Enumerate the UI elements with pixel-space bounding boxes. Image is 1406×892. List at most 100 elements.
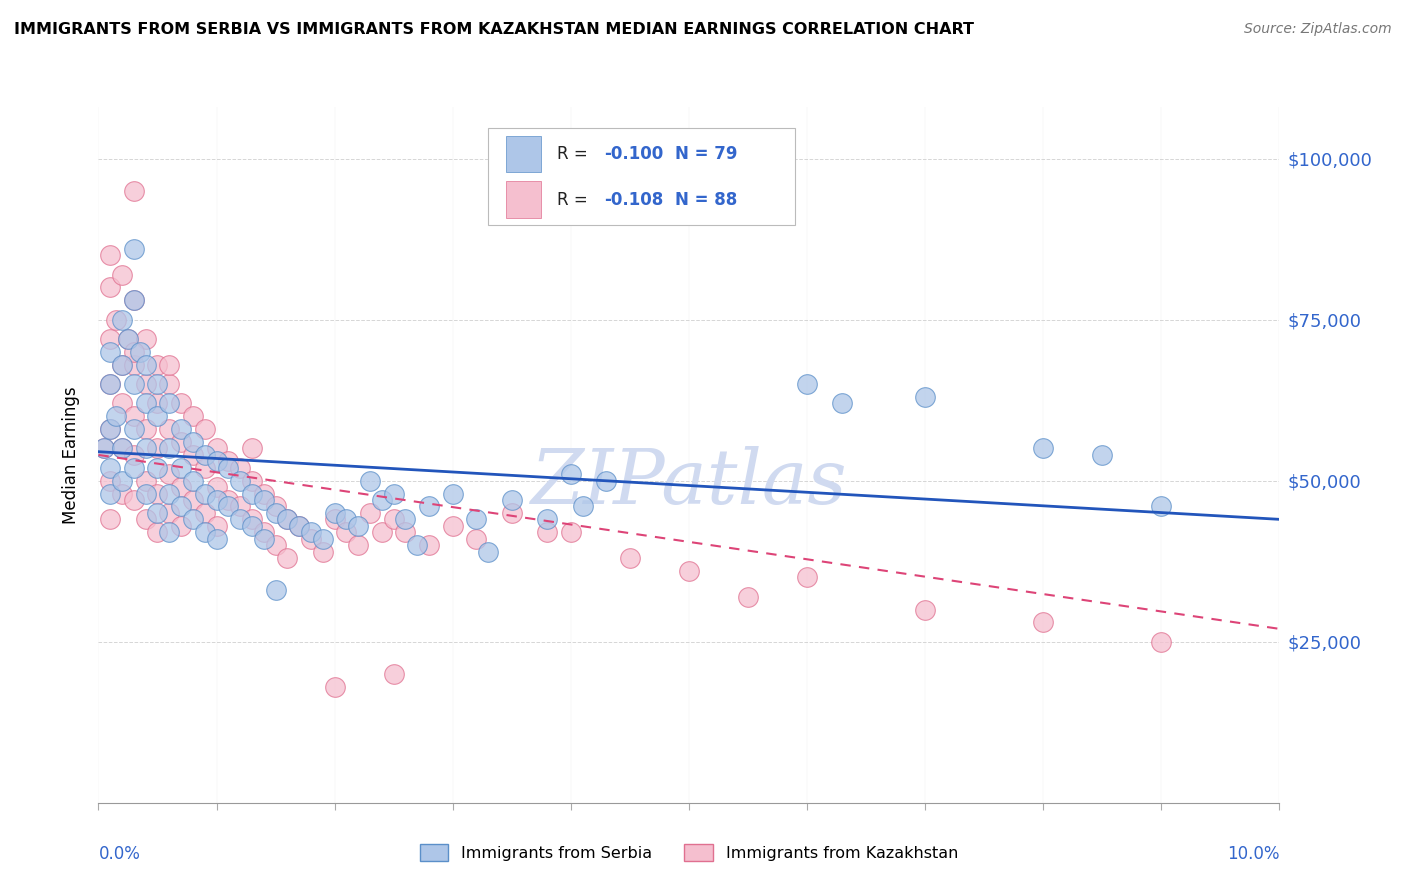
Point: [217, 493, 239, 508]
Point: [111, 268, 134, 282]
Point: [98, 512, 121, 526]
Point: [477, 544, 499, 558]
Point: [111, 358, 134, 372]
Point: [264, 538, 287, 552]
Point: [371, 525, 394, 540]
Point: [111, 486, 134, 500]
Point: [276, 512, 298, 526]
Point: [135, 486, 157, 500]
Point: [146, 358, 169, 372]
Point: [181, 512, 204, 526]
Point: [217, 460, 239, 475]
Point: [229, 512, 252, 526]
Point: [122, 293, 145, 308]
Point: [146, 442, 169, 456]
Point: [111, 442, 134, 456]
Legend: Immigrants from Serbia, Immigrants from Kazakhstan: Immigrants from Serbia, Immigrants from …: [419, 845, 959, 861]
Point: [194, 506, 217, 520]
Point: [111, 396, 134, 410]
Point: [122, 358, 145, 372]
Point: [146, 525, 169, 540]
Point: [205, 518, 228, 533]
Point: [323, 506, 346, 520]
Point: [737, 590, 759, 604]
Point: [111, 358, 134, 372]
Point: [135, 474, 157, 488]
Point: [914, 602, 936, 616]
Point: [323, 680, 346, 694]
Point: [1032, 615, 1054, 630]
Bar: [506, 136, 541, 172]
Point: [170, 435, 193, 450]
Point: [157, 486, 180, 500]
Point: [1150, 634, 1173, 648]
Point: [371, 493, 394, 508]
Point: [170, 518, 193, 533]
Point: [98, 486, 121, 500]
Point: [170, 480, 193, 494]
Point: [170, 500, 193, 514]
Point: [181, 474, 204, 488]
Point: [117, 332, 139, 346]
Point: [93, 442, 115, 456]
Point: [146, 377, 169, 392]
Point: [240, 442, 263, 456]
Point: [122, 293, 145, 308]
Point: [194, 422, 217, 436]
Point: [394, 512, 416, 526]
Point: [194, 460, 217, 475]
Text: Source: ZipAtlas.com: Source: ZipAtlas.com: [1244, 22, 1392, 37]
Point: [501, 493, 523, 508]
Point: [560, 525, 582, 540]
Point: [571, 500, 593, 514]
Y-axis label: Median Earnings: Median Earnings: [62, 386, 80, 524]
Text: ZIPatlas: ZIPatlas: [530, 446, 848, 520]
Point: [157, 377, 180, 392]
Point: [312, 544, 335, 558]
Point: [253, 525, 276, 540]
Point: [98, 344, 121, 359]
Point: [229, 474, 252, 488]
Point: [122, 344, 145, 359]
Point: [122, 377, 145, 392]
Point: [205, 493, 228, 508]
Point: [205, 442, 228, 456]
Point: [299, 525, 322, 540]
Point: [135, 396, 157, 410]
Point: [678, 564, 700, 578]
Point: [181, 409, 204, 424]
Point: [98, 248, 121, 262]
Text: R =: R =: [557, 191, 593, 209]
Point: [205, 480, 228, 494]
Point: [240, 486, 263, 500]
Point: [382, 667, 405, 681]
Point: [335, 512, 357, 526]
Point: [359, 506, 381, 520]
Point: [135, 358, 157, 372]
Point: [98, 377, 121, 392]
Point: [418, 538, 440, 552]
Point: [146, 506, 169, 520]
Point: [128, 344, 150, 359]
Text: 0.0%: 0.0%: [98, 845, 141, 863]
Point: [111, 442, 134, 456]
Point: [264, 500, 287, 514]
Bar: [506, 181, 541, 218]
Point: [157, 396, 180, 410]
Point: [98, 460, 121, 475]
Point: [146, 396, 169, 410]
Text: IMMIGRANTS FROM SERBIA VS IMMIGRANTS FROM KAZAKHSTAN MEDIAN EARNINGS CORRELATION: IMMIGRANTS FROM SERBIA VS IMMIGRANTS FRO…: [14, 22, 974, 37]
Point: [536, 512, 558, 526]
Point: [181, 493, 204, 508]
Point: [98, 474, 121, 488]
Point: [441, 486, 464, 500]
Point: [299, 532, 322, 546]
Point: [170, 422, 193, 436]
Point: [288, 518, 311, 533]
Point: [465, 512, 488, 526]
Point: [117, 332, 139, 346]
Point: [122, 242, 145, 256]
Point: [382, 512, 405, 526]
Point: [157, 442, 180, 456]
Point: [122, 409, 145, 424]
